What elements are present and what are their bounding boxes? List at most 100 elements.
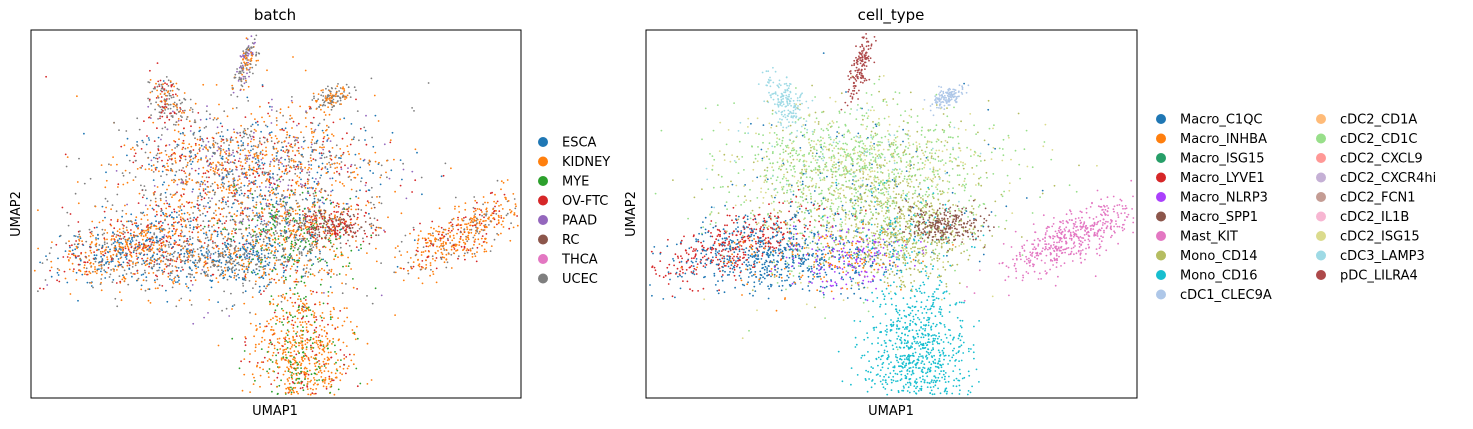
data-point bbox=[271, 343, 274, 346]
data-point bbox=[187, 220, 190, 223]
data-point bbox=[371, 196, 373, 199]
data-point bbox=[294, 191, 296, 194]
data-point bbox=[324, 236, 327, 239]
data-point bbox=[318, 235, 321, 238]
data-point bbox=[194, 279, 197, 282]
data-point bbox=[85, 267, 88, 270]
data-point bbox=[274, 214, 277, 217]
data-point bbox=[212, 167, 215, 170]
data-point bbox=[199, 183, 202, 186]
data-point bbox=[156, 127, 158, 130]
data-point bbox=[284, 253, 287, 256]
data-point bbox=[206, 256, 209, 259]
data-point bbox=[200, 241, 202, 243]
data-point bbox=[305, 326, 308, 329]
data-point bbox=[166, 188, 168, 191]
data-point bbox=[322, 385, 325, 388]
data-point bbox=[280, 357, 283, 360]
data-point bbox=[274, 226, 277, 228]
data-point bbox=[65, 242, 67, 245]
data-point bbox=[215, 203, 217, 206]
data-point bbox=[89, 231, 92, 234]
data-point bbox=[191, 179, 194, 182]
data-point bbox=[313, 148, 316, 151]
data-point bbox=[206, 266, 209, 269]
data-point bbox=[322, 140, 325, 143]
data-point bbox=[76, 181, 79, 183]
data-point bbox=[263, 171, 266, 174]
data-point bbox=[98, 264, 100, 267]
data-point bbox=[295, 254, 298, 257]
data-point bbox=[291, 377, 294, 380]
data-point bbox=[220, 230, 222, 233]
data-point bbox=[329, 248, 331, 251]
data-point bbox=[194, 142, 197, 145]
data-point bbox=[197, 207, 200, 210]
data-point bbox=[208, 229, 211, 232]
data-point bbox=[215, 214, 218, 217]
data-point bbox=[129, 243, 132, 246]
data-point bbox=[300, 356, 303, 359]
data-point bbox=[274, 230, 277, 232]
data-point bbox=[248, 257, 251, 259]
data-point bbox=[128, 172, 131, 174]
data-point bbox=[289, 229, 291, 232]
data-point bbox=[269, 131, 271, 134]
data-point bbox=[281, 352, 284, 355]
data-point bbox=[184, 179, 187, 181]
data-point bbox=[302, 220, 305, 222]
data-point bbox=[304, 343, 307, 346]
data-point bbox=[165, 212, 167, 215]
data-point bbox=[300, 224, 303, 227]
data-point bbox=[179, 160, 181, 162]
data-point bbox=[101, 205, 104, 208]
data-point bbox=[254, 190, 256, 192]
data-point bbox=[243, 253, 246, 256]
data-point bbox=[437, 225, 440, 228]
data-point bbox=[301, 184, 304, 186]
data-point bbox=[260, 143, 263, 146]
data-point bbox=[265, 202, 268, 205]
data-point bbox=[274, 238, 277, 241]
data-point bbox=[103, 264, 106, 266]
data-point bbox=[311, 249, 313, 252]
data-point bbox=[285, 348, 288, 351]
data-point bbox=[217, 168, 220, 171]
data-point bbox=[237, 249, 240, 252]
data-point bbox=[235, 136, 238, 139]
data-point bbox=[89, 246, 92, 249]
data-point bbox=[262, 268, 265, 271]
data-point bbox=[277, 150, 279, 153]
data-point bbox=[265, 325, 268, 328]
data-point bbox=[359, 382, 362, 385]
data-point bbox=[278, 320, 281, 323]
data-point bbox=[140, 243, 143, 246]
data-point bbox=[373, 217, 376, 220]
data-point bbox=[317, 239, 319, 242]
data-point bbox=[219, 154, 222, 157]
data-point bbox=[235, 190, 238, 192]
data-point bbox=[214, 141, 217, 144]
data-point bbox=[84, 270, 87, 273]
data-point bbox=[312, 246, 315, 249]
data-point bbox=[289, 234, 292, 237]
data-point bbox=[317, 228, 320, 231]
data-point bbox=[185, 182, 188, 184]
data-point bbox=[103, 243, 106, 246]
data-point bbox=[249, 140, 252, 143]
data-point bbox=[230, 240, 233, 243]
data-point bbox=[283, 140, 286, 143]
data-point bbox=[279, 111, 282, 114]
data-point bbox=[136, 117, 139, 120]
data-point bbox=[156, 152, 159, 155]
data-point bbox=[315, 220, 318, 223]
data-point bbox=[325, 331, 328, 334]
data-point bbox=[118, 129, 120, 132]
data-point bbox=[280, 300, 283, 303]
data-point bbox=[181, 181, 183, 184]
data-point bbox=[383, 229, 385, 232]
data-point bbox=[342, 265, 344, 268]
data-point bbox=[298, 152, 300, 155]
data-point bbox=[252, 249, 255, 252]
data-point bbox=[248, 215, 251, 218]
